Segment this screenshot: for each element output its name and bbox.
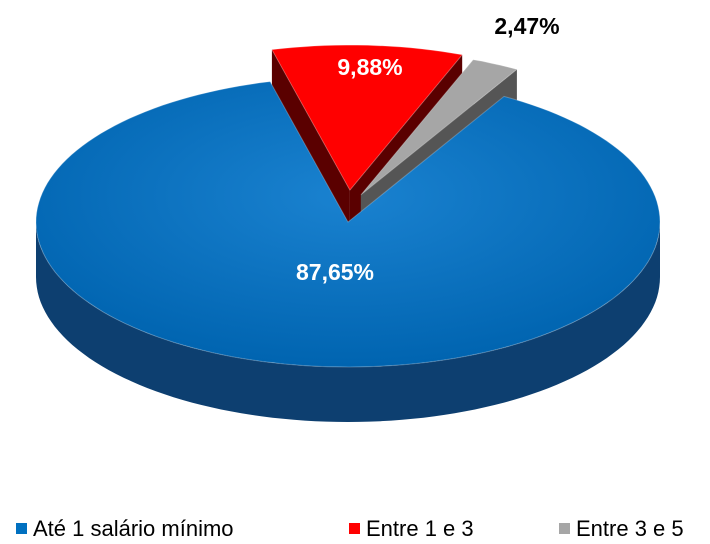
legend-label: Entre 1 e 3	[366, 516, 474, 541]
legend-label: Até 1 salário mínimo	[33, 516, 234, 541]
data-label: 2,47%	[494, 13, 559, 39]
slice	[35, 81, 661, 368]
legend-swatch	[349, 523, 360, 534]
slice	[360, 59, 518, 196]
legend-swatch	[559, 523, 570, 534]
legend-label: Entre 3 e 5	[576, 516, 684, 541]
slice-wall	[36, 222, 660, 422]
data-label: 87,65%	[296, 259, 374, 285]
slice	[271, 44, 464, 191]
legend-swatch	[16, 523, 27, 534]
data-label: 9,88%	[337, 54, 402, 80]
